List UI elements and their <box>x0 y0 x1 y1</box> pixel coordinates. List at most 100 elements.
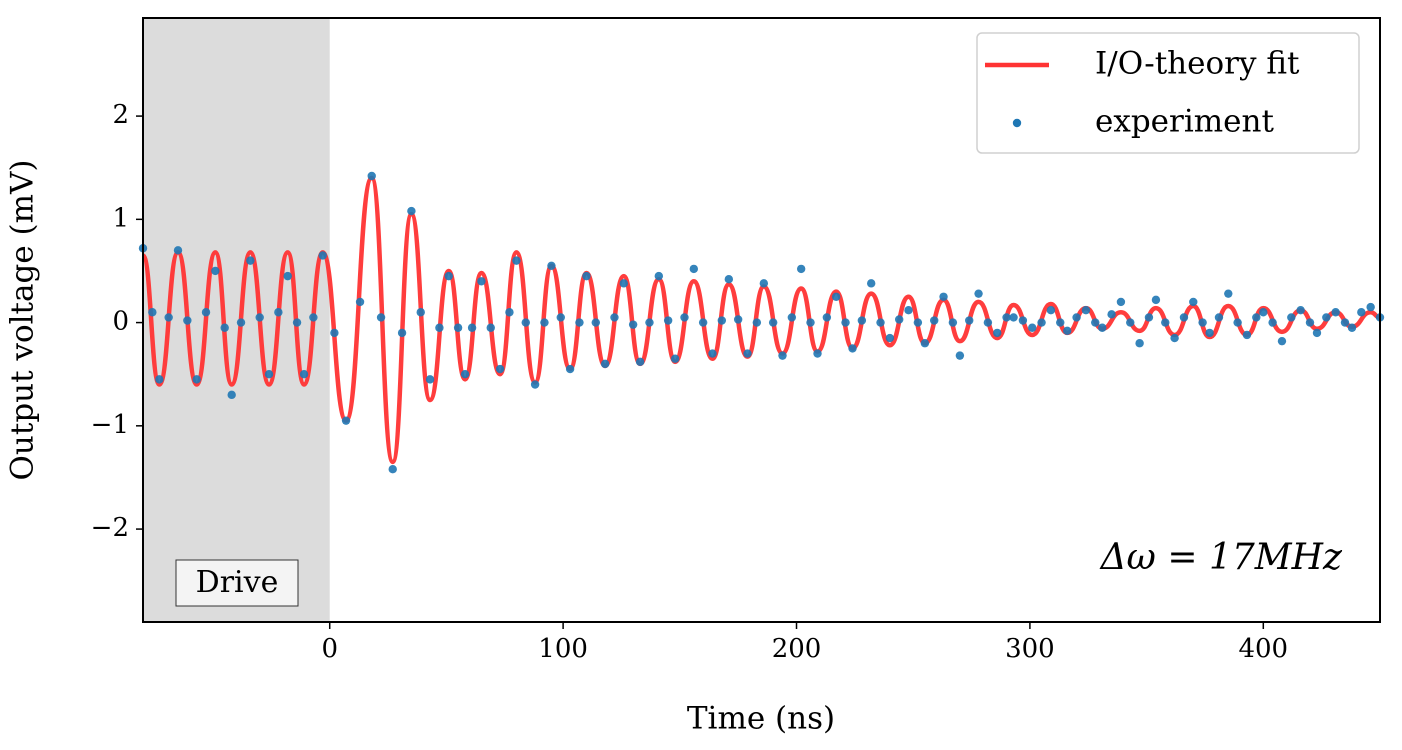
data-point <box>689 264 699 274</box>
data-point <box>236 318 246 327</box>
data-point <box>355 297 365 307</box>
data-point <box>397 328 407 338</box>
data-point <box>283 271 292 281</box>
data-point <box>600 359 610 369</box>
data-point <box>1233 318 1242 327</box>
data-point <box>540 318 549 327</box>
y-tick-label: 2 <box>112 100 129 130</box>
data-point <box>309 313 318 322</box>
data-point <box>904 305 913 315</box>
data-point <box>299 370 309 379</box>
data-point <box>530 380 540 389</box>
x-axis-label: Time (ns) <box>687 701 835 737</box>
data-point <box>512 256 521 265</box>
data-point <box>264 370 274 379</box>
legend-label: experiment <box>1095 104 1274 140</box>
data-point <box>367 171 376 181</box>
data-point <box>610 313 619 322</box>
data-point <box>670 354 680 363</box>
x-tick-label: 400 <box>1238 634 1288 664</box>
data-point <box>822 313 832 322</box>
data-point <box>1161 318 1170 327</box>
data-point <box>201 308 211 317</box>
data-point <box>173 246 183 255</box>
data-point <box>1072 313 1081 322</box>
x-tick-label: 200 <box>772 634 822 664</box>
data-point <box>460 370 470 379</box>
data-point <box>274 308 283 317</box>
data-point <box>192 375 201 384</box>
data-point <box>1018 316 1028 325</box>
data-point <box>575 318 584 327</box>
data-point <box>591 318 600 327</box>
y-axis-label: Output voltage (mV) <box>5 159 41 480</box>
data-point <box>330 328 339 338</box>
drive-label-box <box>175 559 299 607</box>
data-point <box>183 316 192 325</box>
data-point <box>1259 308 1268 317</box>
legend-label: I/O-theory fit <box>1095 46 1300 82</box>
data-point <box>1116 297 1126 307</box>
legend-point <box>1012 118 1022 128</box>
data-point <box>1322 313 1331 322</box>
data-point <box>645 318 654 327</box>
data-point <box>1277 336 1287 346</box>
data-point <box>876 318 885 327</box>
data-point <box>841 318 850 327</box>
data-point <box>920 339 930 348</box>
data-point <box>628 320 638 329</box>
data-point <box>1170 333 1179 343</box>
data-point <box>619 279 628 288</box>
data-point <box>1242 330 1252 340</box>
data-point <box>778 351 787 360</box>
data-point <box>708 349 717 358</box>
data-point <box>521 318 530 327</box>
plot-frame <box>142 17 1381 623</box>
data-point <box>1296 305 1305 315</box>
data-point <box>993 328 1002 338</box>
data-point <box>974 289 983 298</box>
data-point <box>831 292 841 301</box>
legend-box <box>976 32 1360 154</box>
data-point <box>1205 328 1214 338</box>
data-point <box>955 351 965 360</box>
data-point <box>505 308 514 317</box>
data-point <box>796 264 806 274</box>
data-point <box>913 318 923 327</box>
data-point <box>680 313 689 322</box>
data-point <box>425 375 435 384</box>
data-point <box>211 266 220 276</box>
data-point <box>1189 297 1198 307</box>
data-point <box>416 308 425 317</box>
data-point <box>1340 318 1350 327</box>
data-point <box>1107 310 1116 319</box>
data-point <box>407 206 416 216</box>
data-point <box>1144 313 1154 322</box>
data-point <box>467 323 477 332</box>
y-tick-label: −1 <box>91 410 129 440</box>
data-point <box>435 323 444 332</box>
data-point <box>444 271 453 281</box>
data-point <box>965 316 974 325</box>
x-tick-label: 300 <box>1005 634 1055 664</box>
data-point <box>495 364 505 374</box>
y-tick-label: 1 <box>112 203 129 233</box>
data-point <box>1347 323 1357 332</box>
data-point <box>1037 318 1046 327</box>
data-point <box>885 333 895 343</box>
data-point <box>1357 308 1366 317</box>
data-point <box>743 349 752 358</box>
data-point <box>1268 318 1277 327</box>
x-tick-label: 0 <box>321 634 338 664</box>
data-point <box>1091 318 1100 327</box>
annotation: Δω = 17MHz <box>1099 537 1343 578</box>
data-point <box>759 279 769 288</box>
data-point <box>164 313 173 322</box>
data-point <box>1198 318 1207 327</box>
data-point <box>1287 313 1296 322</box>
data-point <box>1224 289 1233 298</box>
data-point <box>1366 302 1375 312</box>
data-point <box>654 271 664 281</box>
data-point <box>1305 318 1315 327</box>
data-point <box>1098 323 1107 332</box>
